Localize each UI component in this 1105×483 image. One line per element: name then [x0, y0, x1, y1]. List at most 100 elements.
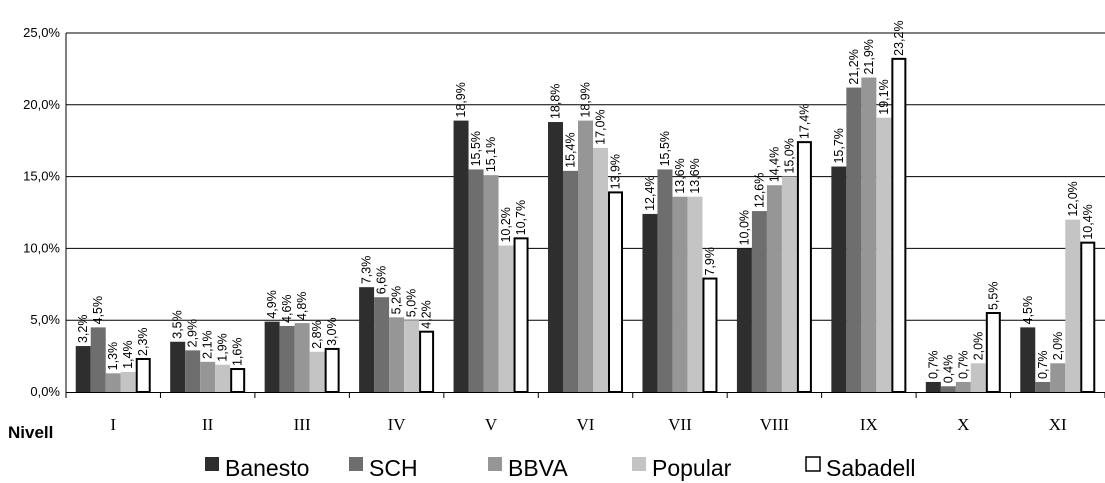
x-tick-label: III: [294, 415, 311, 434]
data-label: 0,4%: [941, 355, 955, 384]
legend-label-banesto: Banesto: [225, 455, 309, 481]
bar-bbva-IX: [861, 77, 877, 393]
legend-label-sabadell: Sabadell: [826, 455, 916, 481]
data-label: 4,2%: [420, 300, 434, 329]
data-label: 14,4%: [767, 147, 781, 182]
data-label: 21,2%: [847, 49, 861, 84]
y-tick-label: 20,0%: [23, 97, 60, 112]
bar-popular-III: [309, 351, 325, 392]
data-label: 13,6%: [673, 158, 687, 193]
bar-bbva-VIII: [766, 185, 782, 392]
data-label: 7,3%: [360, 256, 374, 285]
data-label: 21,9%: [862, 39, 876, 74]
bar-popular-IV: [404, 320, 420, 392]
x-axis-ticks: I II III IV V VI VII VIII IX X XI: [110, 415, 1067, 434]
x-tick-label: VII: [668, 415, 692, 434]
data-label: 0,7%: [926, 350, 940, 379]
x-tick-label: I: [110, 415, 116, 434]
bar-sabadell-X: [985, 312, 1001, 393]
bar-banesto-I: [75, 346, 91, 392]
bar-bbva-III: [294, 323, 310, 392]
data-label: 18,8%: [549, 84, 563, 119]
bar-banesto-III: [264, 321, 280, 392]
bar-sch-I: [90, 327, 106, 392]
data-labels: 3,2%4,5%1,3% 1,4% 2,3%3,5% 2,9% 2,1% 1,9% 1,6%…: [76, 20, 1095, 383]
bar-popular-VIII: [781, 176, 797, 392]
data-label: 5,0%: [405, 289, 419, 318]
y-tick-label: 25,0%: [23, 25, 60, 40]
legend-label-bbva: BBVA: [508, 455, 568, 481]
bar-bbva-V: [483, 175, 499, 392]
legend-swatch-sabadell: [805, 456, 821, 472]
data-label: 1,3%: [106, 342, 120, 371]
bar-bbva-XI: [1050, 363, 1066, 392]
data-label: 1,4%: [121, 340, 135, 369]
x-tick-label: IX: [860, 415, 878, 434]
bar-sabadell-II: [230, 368, 246, 393]
data-label: 15,4%: [564, 132, 578, 167]
bar-bbva-IV: [389, 317, 405, 392]
data-label: 3,5%: [171, 310, 185, 339]
legend-swatch-sch: [349, 457, 363, 471]
data-label: 1,9%: [216, 333, 230, 362]
y-tick-label: 15,0%: [23, 169, 60, 184]
x-tick-label: II: [202, 415, 214, 434]
bar-popular-IX: [876, 117, 892, 392]
data-label: 2,0%: [971, 332, 985, 361]
x-tick-label: VIII: [760, 415, 790, 434]
y-tick-label: 10,0%: [23, 240, 60, 255]
bar-sabadell-IX: [891, 57, 907, 394]
bar-bbva-II: [200, 361, 216, 392]
bar-sch-V: [468, 169, 484, 392]
bar-sabadell-VIII: [796, 141, 812, 393]
data-label: 4,8%: [295, 292, 309, 321]
bar-popular-II: [215, 364, 231, 392]
bar-popular-X: [970, 363, 986, 392]
legend: Banesto SCH BBVA Popular Sabadell: [205, 455, 916, 481]
bar-sabadell-III: [324, 347, 340, 394]
bar-sch-VI: [563, 170, 578, 392]
data-label: 7,9%: [703, 247, 717, 276]
legend-swatch-banesto: [205, 457, 219, 471]
data-label: 18,9%: [454, 82, 468, 117]
data-label: 15,0%: [782, 138, 796, 173]
data-label: 15,1%: [484, 137, 498, 172]
data-label: 3,2%: [76, 315, 90, 344]
bar-sch-VIII: [751, 211, 767, 392]
y-tick-label: 5,0%: [30, 312, 60, 327]
legend-swatch-popular: [632, 457, 646, 471]
data-label: 0,7%: [1036, 350, 1050, 379]
data-label: 10,2%: [499, 207, 513, 242]
x-tick-label: VI: [577, 415, 595, 434]
bar-sabadell-I: [135, 357, 151, 393]
data-label: 13,9%: [609, 154, 623, 189]
bar-sabadell-V: [513, 237, 529, 393]
bar-banesto-X: [925, 381, 941, 392]
data-label: 4,9%: [265, 290, 279, 319]
legend-swatch-bbva: [488, 457, 502, 471]
data-label: 4,6%: [280, 294, 294, 323]
bar-popular-VII: [687, 196, 703, 392]
x-tick-label: X: [957, 415, 969, 434]
data-label: 4,5%: [91, 296, 105, 325]
bar-sabadell-IV: [419, 330, 435, 393]
bar-bbva-X: [955, 381, 971, 392]
bar-popular-VI: [593, 147, 608, 392]
bar-sch-IX: [846, 87, 862, 393]
data-label: 15,5%: [469, 131, 483, 166]
bar-sch-XI: [1035, 381, 1051, 392]
data-label: 12,0%: [1066, 181, 1080, 216]
bar-popular-V: [498, 245, 514, 392]
data-label: 10,4%: [1081, 204, 1095, 239]
data-label: 18,9%: [579, 82, 593, 117]
bars: [75, 57, 1096, 394]
bar-bbva-VII: [672, 196, 688, 392]
data-label: 15,5%: [658, 131, 672, 166]
bar-banesto-IV: [359, 287, 375, 392]
data-label: 23,2%: [892, 20, 906, 55]
bar-sch-X: [940, 386, 956, 392]
axes: [65, 33, 1105, 398]
data-label: 5,5%: [986, 282, 1000, 310]
bar-banesto-VI: [548, 122, 563, 393]
data-label: 2,3%: [136, 327, 150, 356]
